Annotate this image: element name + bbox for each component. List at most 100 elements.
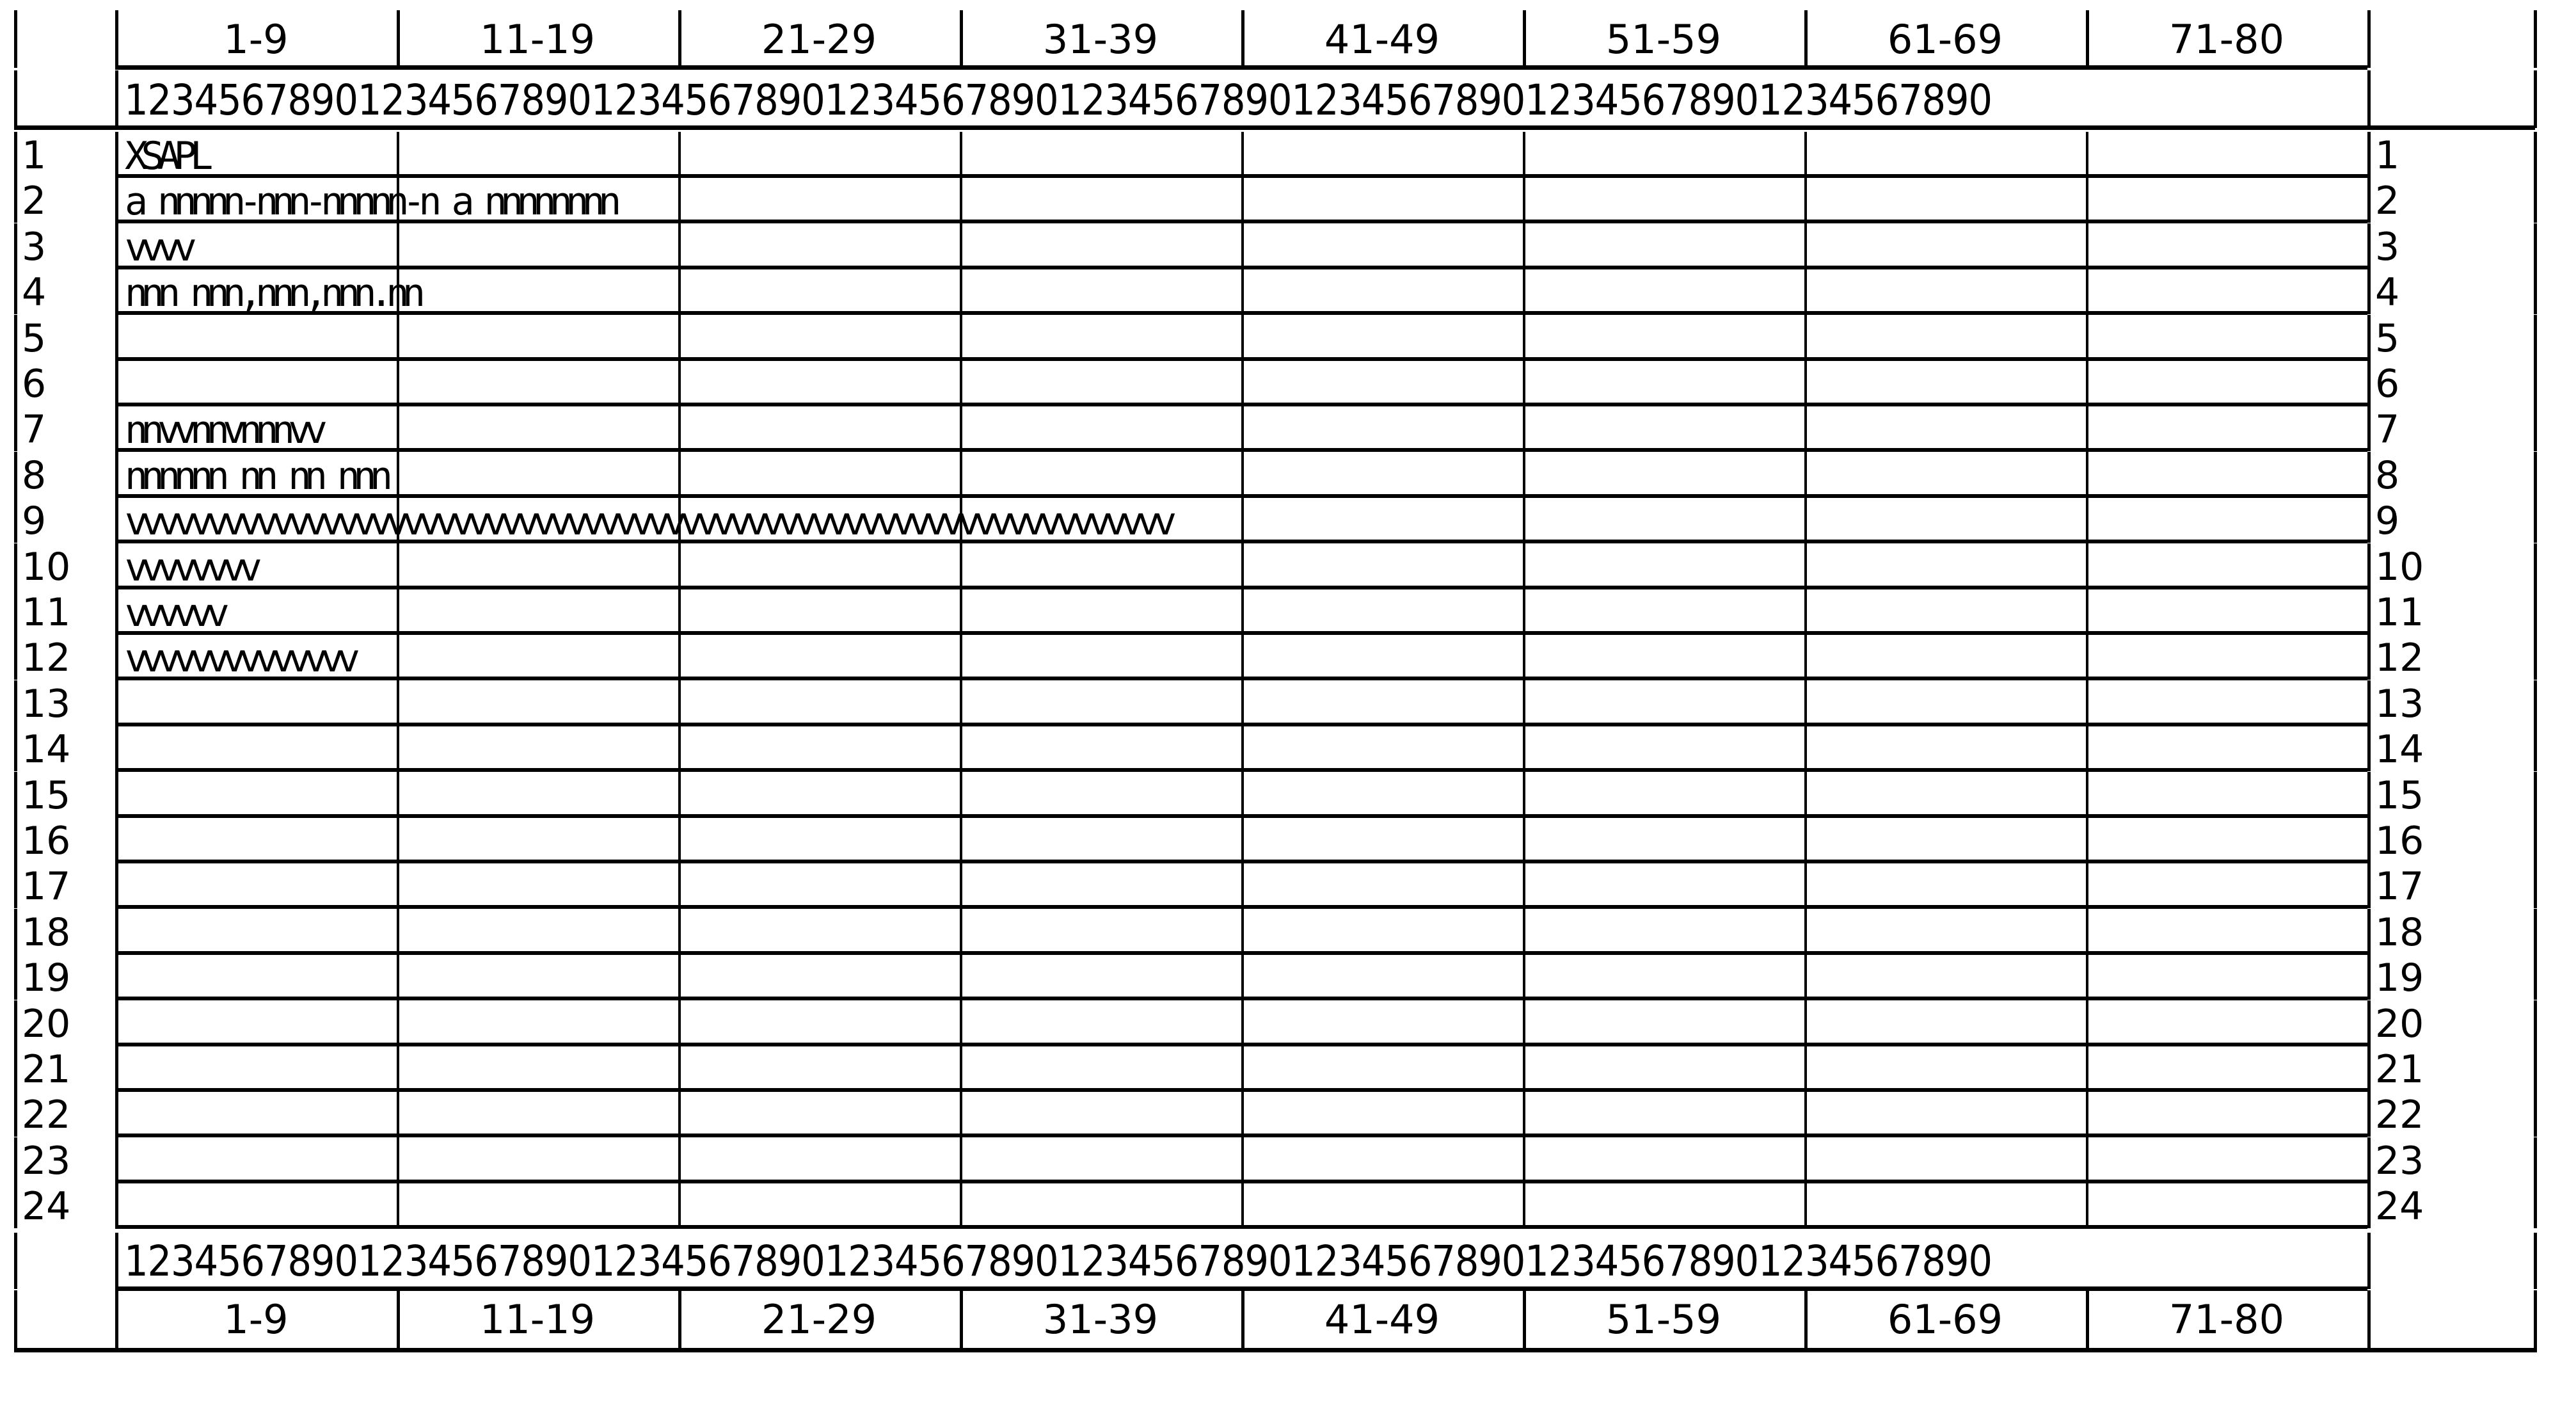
column-group-divider-row-21-5 <box>1523 1046 1525 1091</box>
column-group-divider-header-3 <box>960 10 963 68</box>
gutter-divider-right-header <box>2367 10 2371 68</box>
column-group-divider-row-17-3 <box>960 863 962 908</box>
column-group-divider-row-9-3 <box>960 497 962 543</box>
gutter-divider-right-footer-ruler <box>2367 1232 2371 1289</box>
column-group-label-bottom-4: 31-39 <box>1042 1295 1159 1343</box>
column-group-divider-row-9-5 <box>1523 497 1525 543</box>
column-group-divider-footer-7 <box>2086 1290 2089 1349</box>
row-content-10[interactable]: vvvvvvvv <box>125 545 262 590</box>
column-group-divider-row-4-2 <box>678 269 681 314</box>
column-group-label-top-8: 71-80 <box>2168 16 2285 63</box>
gutter-divider-left-header <box>115 10 118 68</box>
row-content-12[interactable]: vvvvvvvvvvvvvv <box>125 636 360 681</box>
gutter-divider-right-row-12 <box>2367 634 2371 680</box>
gutter-divider-right-row-13 <box>2367 680 2371 726</box>
column-group-divider-row-16-6 <box>1804 817 1807 863</box>
row-separator-23 <box>115 1180 2367 1183</box>
row-content-8[interactable]: nnnnnn nn nn nnn <box>125 454 393 499</box>
column-group-label-bottom-6: 51-59 <box>1605 1295 1722 1343</box>
gutter-divider-right-row-17 <box>2367 863 2371 908</box>
column-ruler-digits-bottom: 1234567890123456789012345678901234567890… <box>124 1236 1992 1286</box>
row-number-left-24: 24 <box>22 1184 71 1229</box>
column-group-divider-row-12-2 <box>678 634 681 680</box>
gutter-divider-right-row-8 <box>2367 452 2371 497</box>
header-label-underline <box>115 65 2367 70</box>
row-number-right-4: 4 <box>2375 270 2400 315</box>
column-group-divider-row-21-3 <box>960 1046 962 1091</box>
row-number-right-8: 8 <box>2375 453 2400 498</box>
row-content-11[interactable]: vvvvvv <box>125 591 230 636</box>
frame-left-bar-row-22 <box>14 1091 17 1137</box>
gutter-divider-right-row-20 <box>2367 1000 2371 1046</box>
gutter-divider-right-row-14 <box>2367 726 2371 771</box>
gutter-divider-left-row-6 <box>115 360 118 406</box>
frame-left-bar-row-13 <box>14 680 17 726</box>
gutter-divider-right-row-15 <box>2367 772 2371 817</box>
column-group-divider-row-11-7 <box>2086 589 2088 634</box>
column-group-divider-row-2-3 <box>960 177 962 223</box>
row-number-right-16: 16 <box>2375 819 2424 863</box>
row-number-left-2: 2 <box>22 179 47 223</box>
column-group-divider-row-9-6 <box>1804 497 1807 543</box>
row-number-left-18: 18 <box>22 910 71 955</box>
column-group-divider-row-6-3 <box>960 360 962 406</box>
column-group-divider-row-7-7 <box>2086 406 2088 451</box>
row-number-left-4: 4 <box>22 270 47 315</box>
column-group-divider-row-5-3 <box>960 315 962 360</box>
gutter-divider-left-row-5 <box>115 315 118 360</box>
column-group-divider-row-17-1 <box>397 863 399 908</box>
column-group-divider-header-2 <box>678 10 681 68</box>
column-group-divider-row-23-3 <box>960 1137 962 1183</box>
column-group-divider-footer-5 <box>1523 1290 1526 1349</box>
row-content-2[interactable]: a nnnnn-nnn-nnnnn-n a nnnnnnnn <box>125 179 621 224</box>
column-group-divider-row-13-4 <box>1241 680 1244 726</box>
column-group-divider-row-2-1 <box>397 177 399 223</box>
column-group-divider-row-5-5 <box>1523 315 1525 360</box>
row-content-9[interactable]: vvvvvvvvvvvvvvvvvvvvvvvvvvvvvvvvvvvvvvvv… <box>125 499 1177 544</box>
column-group-divider-row-1-5 <box>1523 132 1525 177</box>
column-group-divider-row-8-5 <box>1523 452 1525 497</box>
column-group-divider-header-4 <box>1241 10 1244 68</box>
row-content-3[interactable]: vvvv <box>125 225 197 270</box>
column-group-divider-row-10-4 <box>1241 543 1244 589</box>
gutter-divider-right-row-9 <box>2367 497 2371 543</box>
column-group-divider-row-15-5 <box>1523 772 1525 817</box>
column-group-divider-row-8-1 <box>397 452 399 497</box>
column-group-divider-row-10-2 <box>678 543 681 589</box>
column-group-divider-row-15-4 <box>1241 772 1244 817</box>
column-group-divider-row-18-1 <box>397 909 399 954</box>
frame-right-bar-footer-ruler <box>2534 1232 2537 1289</box>
row-content-7[interactable]: nnvvnnvnnnvv <box>125 408 328 453</box>
gutter-divider-left-row-13 <box>115 680 118 726</box>
row-number-right-24: 24 <box>2375 1184 2424 1229</box>
column-group-divider-row-21-4 <box>1241 1046 1244 1091</box>
gutter-divider-right-row-11 <box>2367 589 2371 634</box>
row-separator-20 <box>115 1043 2367 1046</box>
column-group-divider-header-6 <box>1804 10 1808 68</box>
column-group-divider-row-18-2 <box>678 909 681 954</box>
column-group-divider-row-10-1 <box>397 543 399 589</box>
column-group-divider-row-22-2 <box>678 1091 681 1137</box>
column-group-divider-row-17-2 <box>678 863 681 908</box>
row-separator-4 <box>115 311 2367 315</box>
column-group-divider-row-24-1 <box>397 1183 399 1228</box>
row-number-right-23: 23 <box>2375 1139 2424 1183</box>
column-group-divider-row-8-6 <box>1804 452 1807 497</box>
gutter-divider-right-row-1 <box>2367 132 2371 177</box>
column-group-divider-row-23-2 <box>678 1137 681 1183</box>
frame-right-bar-row-5 <box>2534 315 2537 360</box>
column-group-divider-row-18-6 <box>1804 909 1807 954</box>
row-number-left-14: 14 <box>22 727 71 772</box>
column-group-divider-row-3-3 <box>960 223 962 269</box>
column-group-divider-row-7-1 <box>397 406 399 451</box>
row-content-4[interactable]: nnn nnn,nnn,nnn.nn <box>125 271 425 316</box>
column-group-divider-row-7-3 <box>960 406 962 451</box>
column-group-divider-row-21-1 <box>397 1046 399 1091</box>
row-number-left-23: 23 <box>22 1139 71 1183</box>
column-group-divider-row-22-6 <box>1804 1091 1807 1137</box>
frame-left-bar-row-12 <box>14 634 17 680</box>
column-group-divider-row-6-2 <box>678 360 681 406</box>
grid-top-rule <box>14 125 2535 130</box>
column-group-label-bottom-3: 21-29 <box>761 1295 877 1343</box>
row-content-1[interactable]: XSAPL <box>125 134 213 179</box>
